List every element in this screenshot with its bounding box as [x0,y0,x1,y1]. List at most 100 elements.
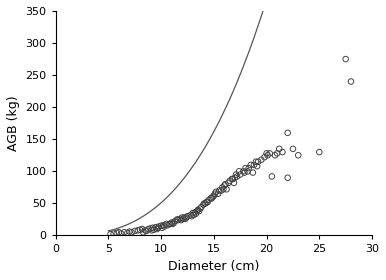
Point [169,222,176,226]
Point [143,229,149,233]
Point [154,227,160,231]
Point [220,187,227,192]
Point [149,228,155,233]
Point [132,229,138,233]
Point [159,225,165,230]
Point [215,192,221,196]
Point [261,155,267,159]
Point [177,216,183,221]
Point [175,218,181,222]
Point [158,224,164,228]
Point [208,196,214,200]
Point [254,164,260,169]
Point [274,151,280,156]
Point [221,183,227,188]
X-axis label: Diameter (cm): Diameter (cm) [168,260,259,273]
Point [236,169,242,174]
Point [156,224,162,229]
Point [237,172,243,177]
Point [212,192,218,196]
Point [264,153,271,158]
Point [233,172,239,177]
Point [229,177,235,181]
Point [219,185,225,190]
Point [188,213,194,217]
Point [160,223,166,227]
Point [231,181,237,185]
Point [242,166,249,170]
Point [251,163,257,167]
Point [178,218,184,222]
Point [284,176,291,180]
Point [107,232,113,236]
Point [146,227,152,231]
Point [164,223,171,227]
Point [348,79,354,84]
Point [126,229,132,234]
Point [192,210,198,214]
Point [202,201,208,206]
Point [137,227,143,232]
Point [250,170,256,175]
Point [234,174,240,179]
Point [269,174,275,179]
Point [290,147,296,151]
Point [139,227,145,231]
Point [211,193,217,198]
Point [153,225,159,229]
Point [124,231,130,235]
Point [225,181,232,185]
Point [182,216,188,221]
Point [121,230,127,235]
Point [114,231,120,235]
Point [110,231,117,236]
Point [194,209,200,213]
Point [232,176,238,180]
Point [142,228,148,233]
Point [116,230,122,235]
Point [240,169,247,174]
Point [316,150,322,154]
Point [190,211,196,215]
Point [241,170,247,175]
Point [253,159,259,164]
Point [183,215,190,220]
Point [205,198,212,202]
Point [258,158,264,162]
Point [227,179,233,183]
Point [218,188,224,193]
Point [248,163,254,167]
Point [209,196,215,200]
Point [343,57,349,61]
Point [267,151,273,156]
Point [174,217,180,222]
Point [193,211,199,216]
Point [196,209,202,213]
Point [163,222,169,226]
Point [181,215,188,220]
Point [198,205,204,209]
Point [185,214,191,218]
Point [245,166,252,170]
Point [244,169,251,174]
Point [205,200,211,204]
Point [203,200,210,204]
Point [151,227,157,232]
Point [166,222,173,226]
Point [213,190,219,194]
Point [295,153,301,158]
Point [161,224,168,229]
Point [171,220,177,225]
Point [264,151,270,156]
Point [197,206,203,211]
Point [276,147,282,151]
Point [179,215,185,220]
Point [135,228,141,233]
Point [140,230,146,235]
Point [147,226,154,231]
Point [191,213,197,217]
Point [216,188,222,193]
Y-axis label: AGB (kg): AGB (kg) [7,95,20,151]
Point [155,225,161,230]
Point [118,231,124,236]
